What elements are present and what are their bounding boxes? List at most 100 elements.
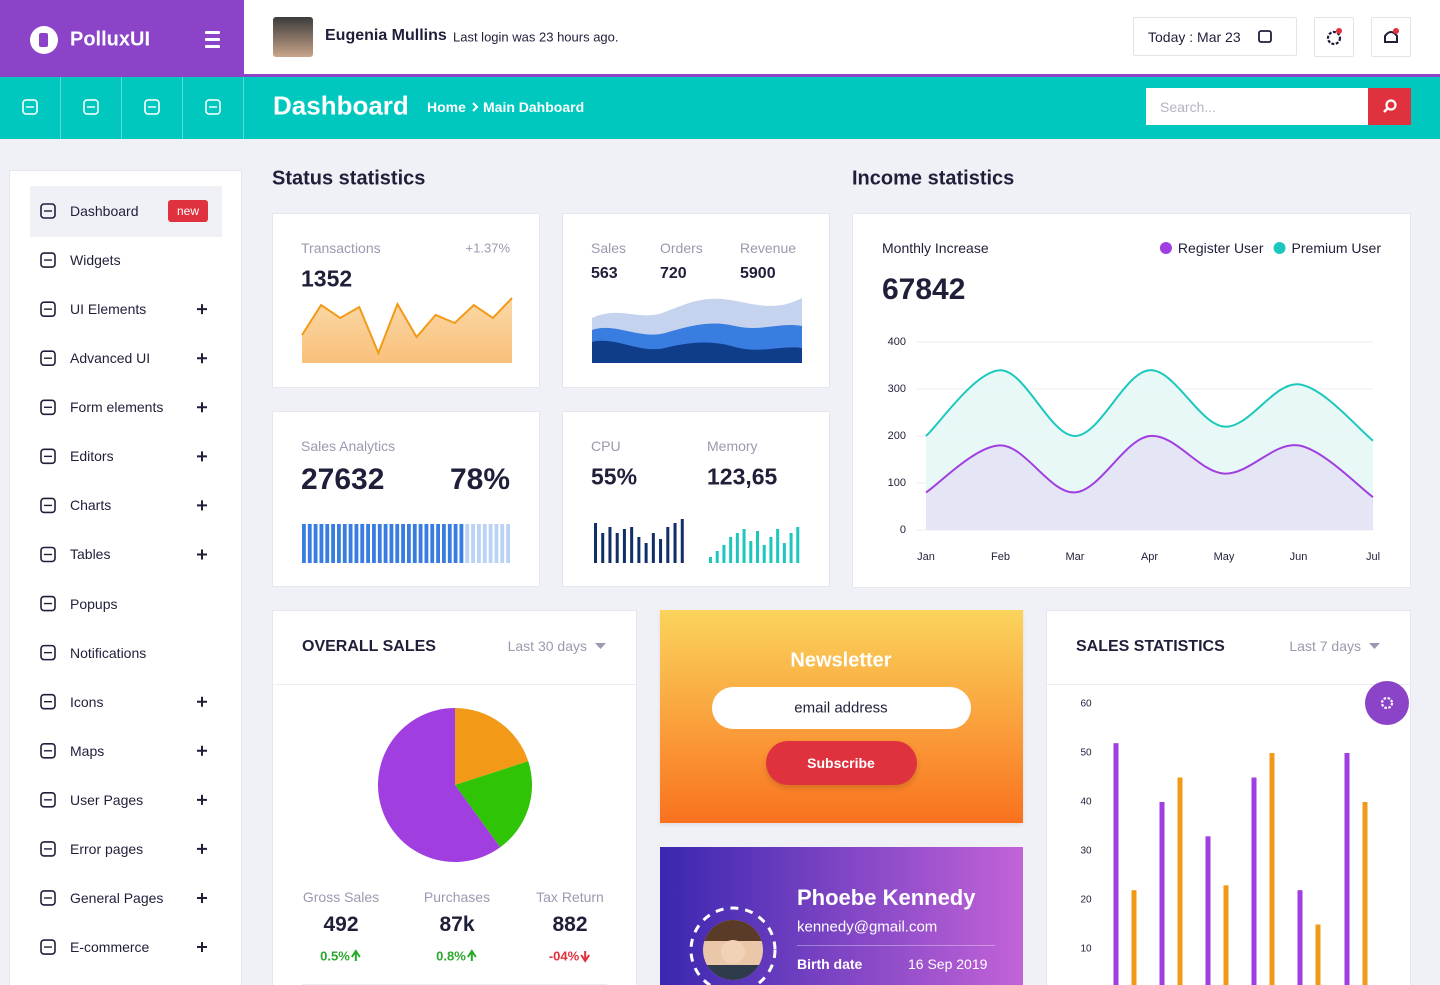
sidebar-item[interactable]: Dashboard <box>70 203 139 219</box>
spark-bar <box>782 543 786 563</box>
metric-value: 67842 <box>882 273 966 306</box>
date-box[interactable] <box>1133 17 1297 56</box>
quick-link[interactable] <box>0 77 61 139</box>
progress-stripe <box>407 524 411 563</box>
progress-stripe <box>319 524 324 563</box>
progress-stripe <box>447 524 452 563</box>
sidebar-item[interactable]: UI Elements <box>70 301 147 318</box>
sidebar-item[interactable]: General Pages <box>70 889 164 906</box>
subscribe-label: Subscribe <box>807 755 875 771</box>
period-select[interactable]: Last 30 days <box>507 638 587 654</box>
progress-stripe <box>430 524 435 563</box>
progress-stripe <box>436 524 440 563</box>
quick-link[interactable] <box>122 77 183 139</box>
breadcrumb-item[interactable]: Main Dahboard <box>483 99 585 115</box>
calendar-icon <box>1258 30 1272 43</box>
sidebar-item[interactable]: Form elements <box>70 399 164 416</box>
sidebar-icon <box>40 644 56 661</box>
sidebar-item[interactable]: Popups <box>70 595 118 612</box>
y-tick-label: 100 <box>887 477 906 489</box>
sidebar-icon <box>40 890 56 906</box>
quick-link[interactable] <box>61 77 122 139</box>
email-input[interactable] <box>712 687 971 729</box>
stat-change: -04% <box>548 948 580 964</box>
spark-bar <box>594 523 597 563</box>
spark-bar <box>666 527 670 563</box>
progress-stripe <box>342 524 347 563</box>
sidebar-item[interactable]: Charts <box>70 497 112 514</box>
expand-icon <box>197 353 207 364</box>
expand-icon <box>197 500 207 511</box>
bar <box>1223 885 1229 985</box>
newsletter-title: Newsletter <box>790 649 892 672</box>
metric-label: Sales <box>591 240 627 256</box>
card-title: OVERALL SALES <box>302 638 436 655</box>
sidebar-item[interactable]: Tables <box>70 546 111 563</box>
sidebar-item[interactable]: User Pages <box>70 791 144 808</box>
notification-button[interactable] <box>1371 17 1411 57</box>
period-select[interactable]: Last 7 days <box>1289 638 1361 654</box>
spark-bar <box>608 527 612 563</box>
bar <box>1269 753 1275 985</box>
expand-icon <box>197 696 207 707</box>
bar <box>1113 743 1119 985</box>
progress-stripe <box>366 524 370 563</box>
breadcrumb-chevron <box>472 102 479 112</box>
bell-icon <box>1384 31 1398 43</box>
sidebar-item[interactable]: E-commerce <box>70 939 150 956</box>
spark-bar <box>615 533 619 563</box>
bell-dot <box>1393 28 1399 34</box>
sidebar-item[interactable]: Icons <box>70 693 104 710</box>
spark-bar <box>651 533 655 563</box>
brand-logo-mark <box>39 33 48 47</box>
page-title: Dashboard <box>273 90 409 121</box>
settings-fab-icon <box>1380 696 1394 710</box>
menu-toggle-bar <box>205 45 220 48</box>
y-tick-label: 30 <box>1080 845 1092 857</box>
sidebar-item[interactable]: Maps <box>70 742 105 759</box>
progress-stripe <box>389 524 394 563</box>
sidebar-item[interactable]: Advanced UI <box>70 350 151 367</box>
brand-name: PolluxUI <box>70 28 151 51</box>
breadcrumb-item[interactable]: Home <box>427 99 466 115</box>
spark-bar <box>601 533 605 563</box>
progress-stripe <box>372 524 376 563</box>
sidebar-icon <box>40 252 56 268</box>
spark-bar <box>769 537 773 563</box>
y-tick-label: 200 <box>887 430 906 442</box>
line-series <box>925 369 1374 442</box>
y-tick-label: 400 <box>887 336 906 348</box>
spark-bar <box>789 533 793 563</box>
metric-value: 55% <box>591 463 638 490</box>
quick-link[interactable] <box>183 77 244 139</box>
progress-stripe <box>482 524 487 563</box>
email-placeholder: email address <box>794 699 888 717</box>
search-placeholder: Search... <box>1160 99 1217 115</box>
trend-arrow <box>580 951 591 963</box>
stat-change: 0.5% <box>320 948 350 964</box>
spark-bar <box>729 537 733 563</box>
sidebar-item[interactable]: Widgets <box>70 252 121 269</box>
subscribe-button[interactable] <box>766 741 917 785</box>
quick-link-icon <box>144 99 160 115</box>
search-button[interactable] <box>1368 88 1411 125</box>
progress-stripe <box>465 524 470 563</box>
search-input[interactable] <box>1146 88 1368 125</box>
sidebar-icon <box>40 841 56 857</box>
card-title: SALES STATISTICS <box>1076 638 1225 655</box>
section-title: Status statistics <box>272 167 426 190</box>
bar <box>1362 802 1368 985</box>
sidebar-item[interactable]: Editors <box>70 448 114 465</box>
settings-icon <box>1326 30 1342 46</box>
settings-button[interactable] <box>1314 17 1354 57</box>
sidebar-item[interactable]: Error pages <box>70 840 144 857</box>
spark-bar <box>622 529 626 563</box>
bar <box>1205 836 1211 985</box>
x-tick-label: Jun <box>1289 551 1308 563</box>
progress-stripe <box>401 524 405 563</box>
sidebar-icon <box>40 546 56 563</box>
progress-stripe <box>418 524 423 563</box>
sidebar-icon <box>40 301 56 317</box>
sidebar-item[interactable]: Notifications <box>70 644 147 661</box>
